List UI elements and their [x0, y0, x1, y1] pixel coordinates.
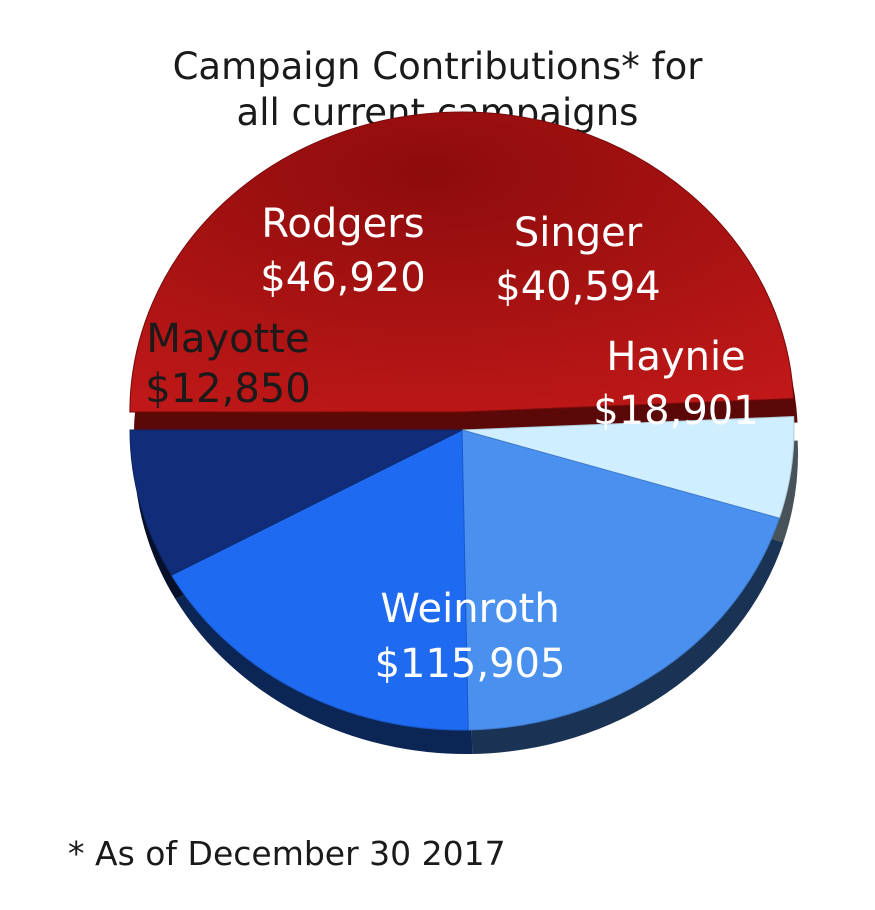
slice-label-weinroth: Weinroth [380, 586, 559, 632]
slice-value-weinroth: $115,905 [375, 641, 566, 687]
slice-label-haynie: Haynie [606, 334, 745, 380]
slice-haynie[interactable] [129, 429, 463, 576]
footnote: * As of December 30 2017 [68, 834, 506, 873]
slice-value-rodgers: $46,920 [260, 255, 425, 301]
pie-slices [129, 111, 798, 754]
slice-value-haynie: $18,901 [593, 388, 758, 434]
pie-labels: Weinroth $115,905 Mayotte $12,850 Rodger… [145, 201, 758, 687]
slice-singer[interactable] [170, 429, 469, 731]
slice-weinroth[interactable] [129, 111, 795, 413]
slice-rodgers[interactable] [461, 429, 780, 731]
slice-value-mayotte: $12,850 [145, 366, 310, 412]
slice-label-singer: Singer [514, 210, 643, 256]
slice-label-mayotte: Mayotte [146, 316, 309, 362]
chart-title-line-1: Campaign Contributions* for [172, 45, 703, 88]
slice-value-singer: $40,594 [495, 264, 660, 310]
slice-label-rodgers: Rodgers [261, 201, 424, 247]
